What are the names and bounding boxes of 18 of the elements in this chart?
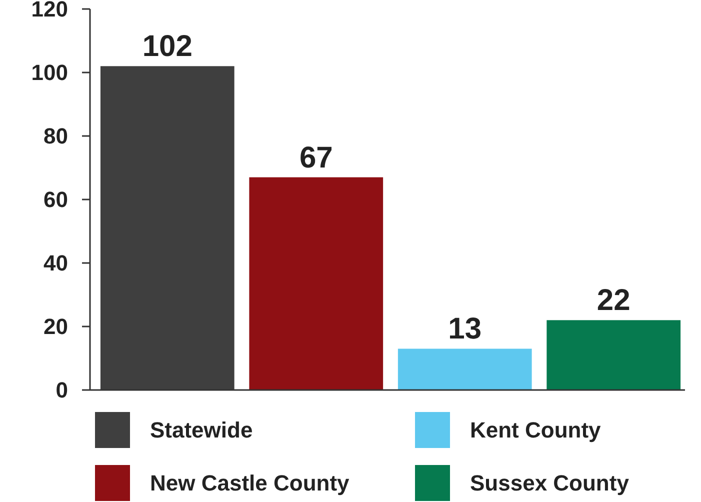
bar	[249, 177, 384, 390]
data-label: 13	[448, 312, 482, 346]
legend-label: Sussex County	[470, 470, 630, 496]
data-label: 67	[299, 141, 333, 174]
y-tick-label: 60	[44, 187, 68, 212]
y-tick-label: 40	[44, 250, 68, 276]
legend-label: Statewide	[150, 418, 253, 443]
legend-label: Kent County	[470, 418, 602, 443]
data-label: 102	[142, 30, 192, 64]
legend-label: New Castle County	[150, 470, 350, 496]
bar	[398, 348, 532, 390]
y-tick-label: 0	[56, 378, 68, 403]
data-label: 22	[596, 284, 630, 318]
y-tick-label: 80	[44, 124, 68, 149]
bar	[546, 320, 681, 390]
y-tick-label: 100	[31, 60, 68, 86]
y-tick-label: 120	[31, 0, 68, 22]
y-tick-label: 20	[44, 314, 68, 340]
